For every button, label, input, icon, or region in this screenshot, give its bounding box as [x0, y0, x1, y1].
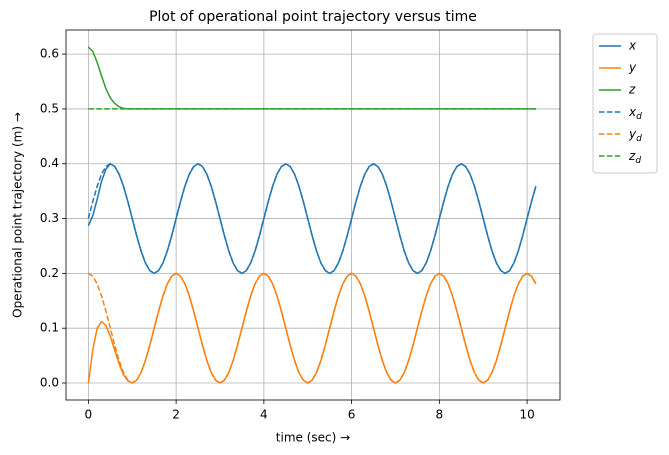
y-tick-label: 0.4 [40, 156, 59, 170]
x-tick-label: 0 [85, 408, 93, 422]
plot-frame [65, 29, 561, 401]
legend-box [592, 33, 658, 174]
legend-label: y [628, 61, 637, 75]
chart-title: Plot of operational point trajectory ver… [149, 9, 477, 25]
y-tick-label: 0.1 [40, 321, 59, 335]
x-tick-label: 4 [260, 408, 268, 422]
x-axis-label: time (sec) → [276, 431, 350, 445]
legend: xyz xd yd zd [592, 33, 658, 174]
y-axis-label: Operational point trajectory (m) → [11, 112, 25, 318]
x-tick-label: 2 [172, 408, 180, 422]
legend-label: xd [628, 105, 642, 122]
series-line [87, 162, 537, 275]
x-tick-label: 10 [519, 408, 534, 422]
x-tick-label: 8 [436, 408, 444, 422]
y-tick-label: 0.6 [40, 47, 59, 61]
y-tick-label: 0.2 [40, 266, 59, 280]
y-tick-label: 0.0 [40, 376, 59, 390]
legend-label: yd [628, 127, 642, 144]
y-tick-label: 0.3 [40, 211, 59, 225]
legend-label: z [628, 83, 636, 97]
x-tick-label: 6 [348, 408, 356, 422]
y-tick-label: 0.5 [40, 101, 59, 115]
series-line [87, 272, 537, 384]
legend-label: zd [628, 149, 641, 166]
legend-label: x [628, 39, 637, 53]
